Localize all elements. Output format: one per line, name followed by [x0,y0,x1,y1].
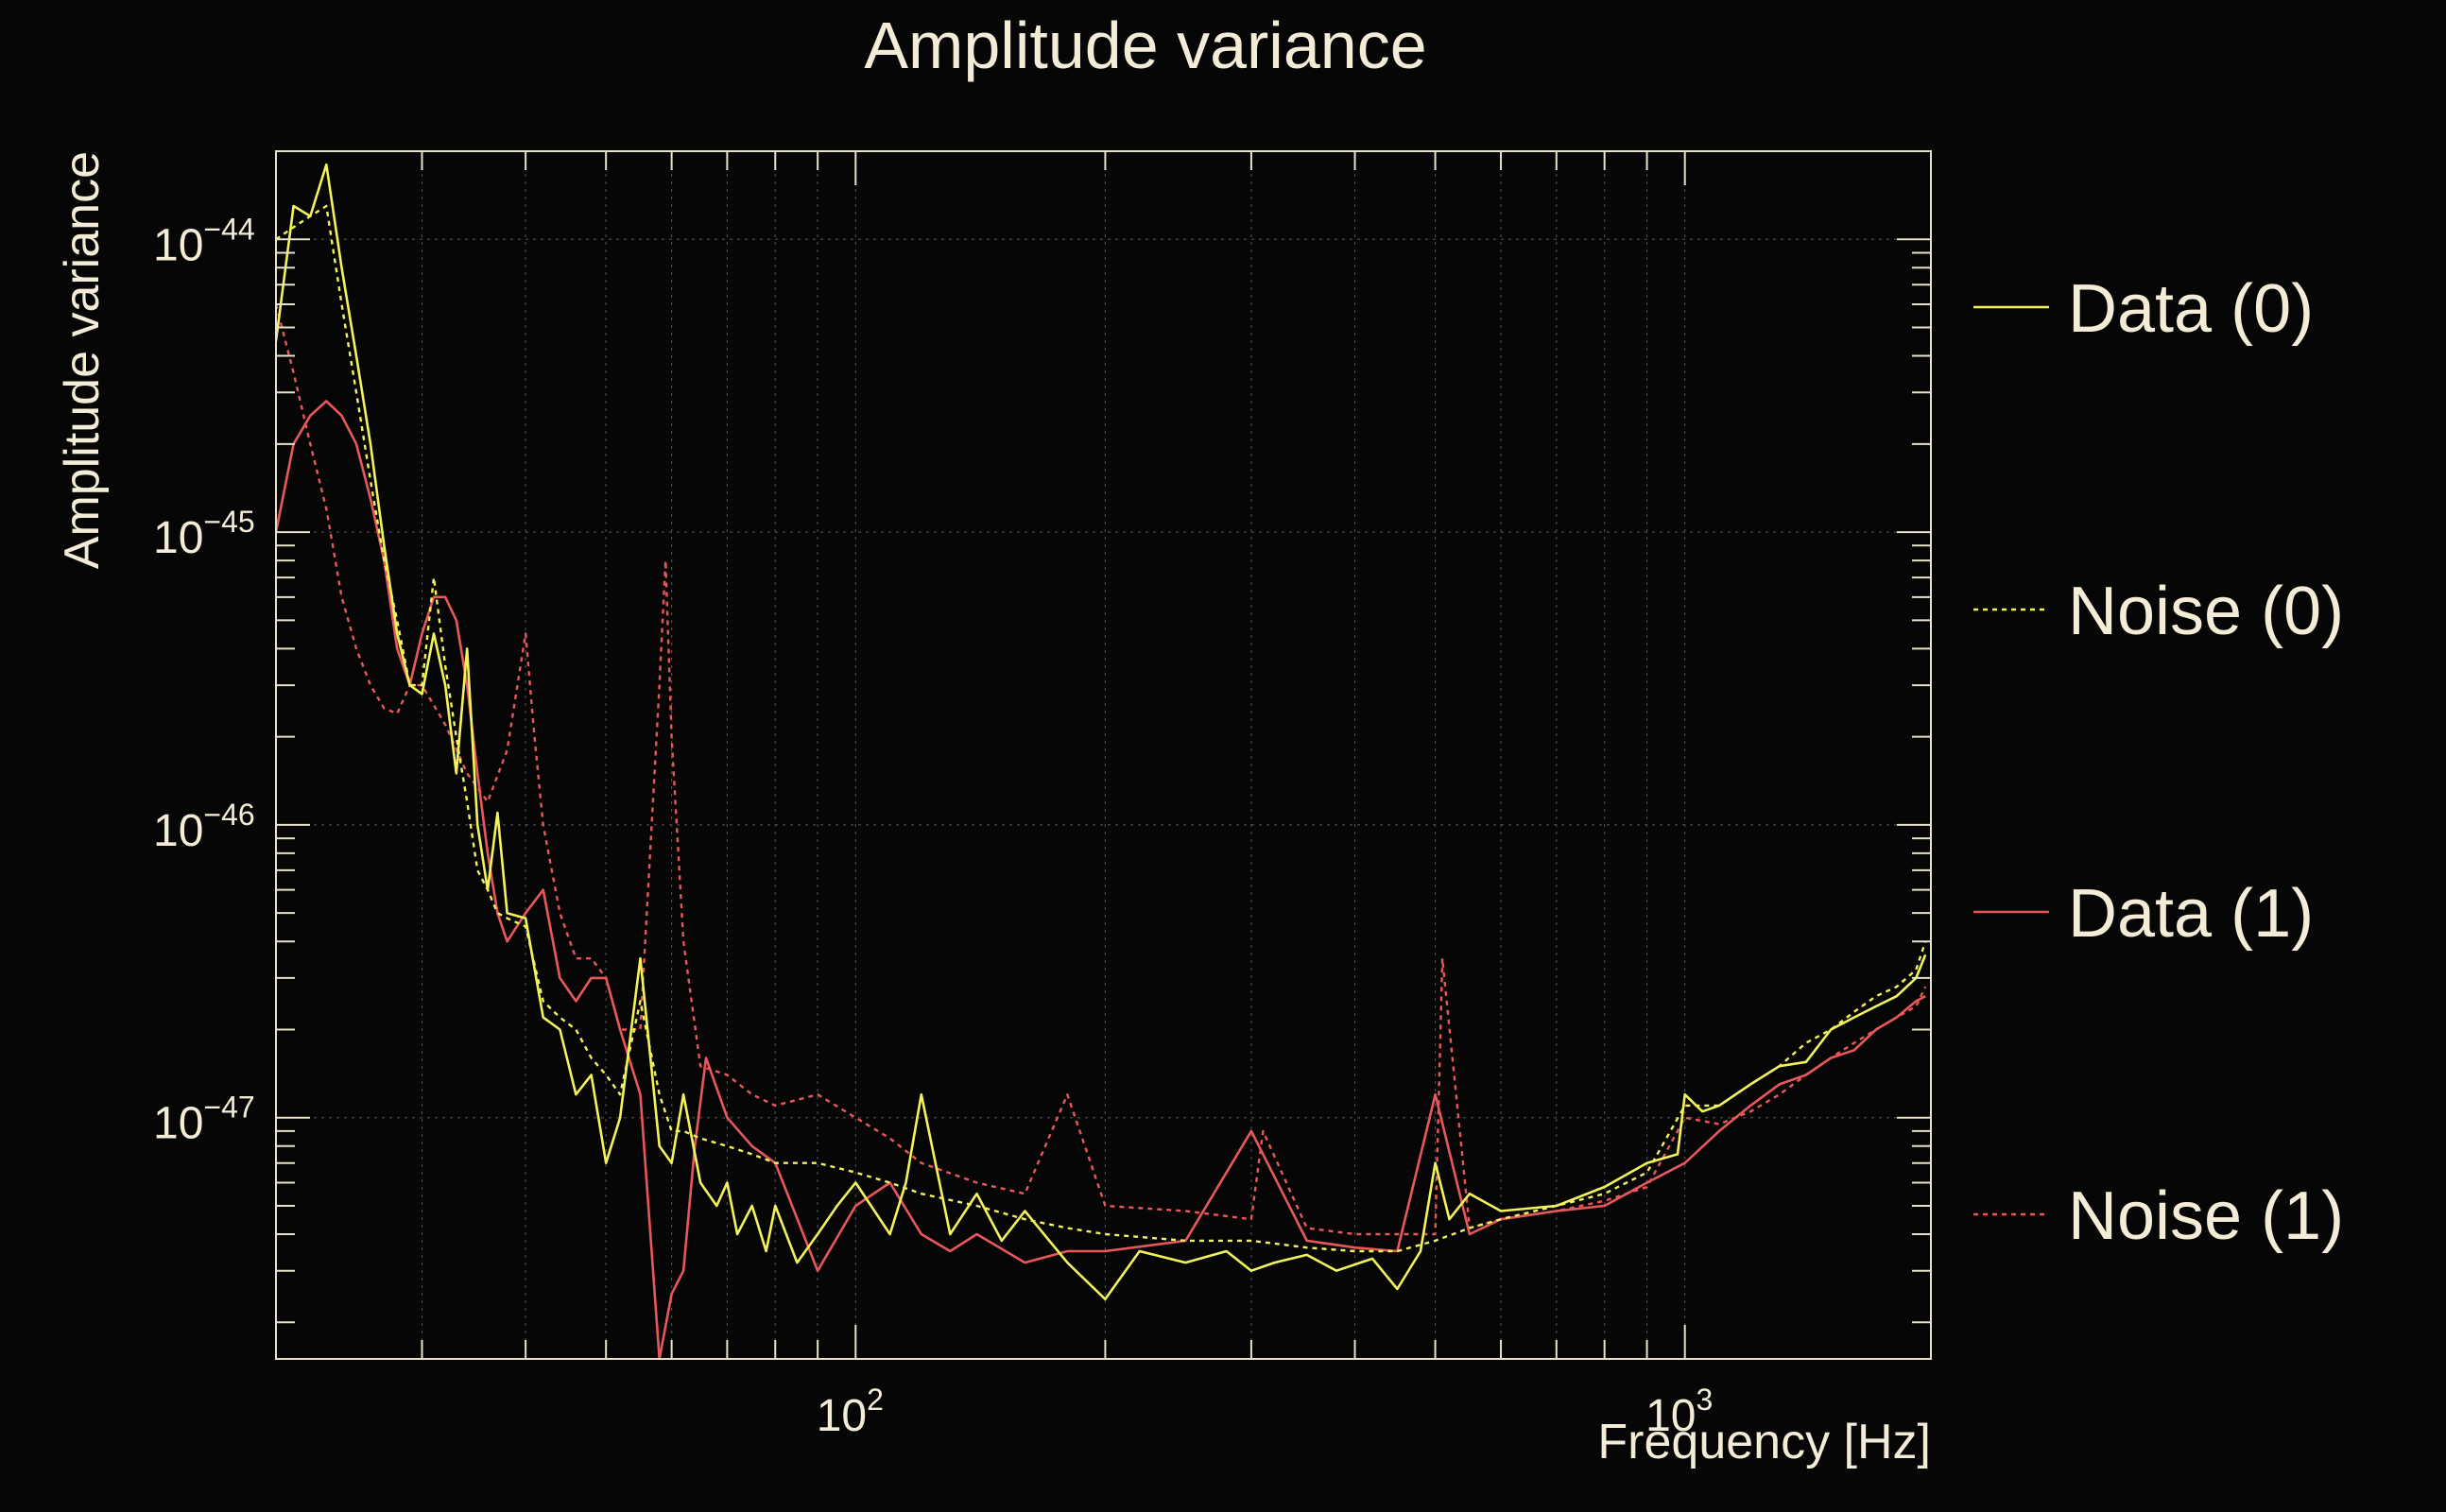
y-tick-label: 10−46 [153,798,255,856]
legend: Data (0) Noise (0) Data (1) Noise (1) [1973,271,2344,1254]
series-line-data-0 [276,163,1927,1301]
axis-ticks [275,150,1931,1359]
tick-labels: 102 103 10−44 10−45 10−46 10−47 [153,212,1713,1441]
plot-series [276,163,1927,1359]
x-tick-label: 103 [1645,1383,1713,1441]
legend-label-data-0: Data (0) [2068,271,2314,347]
y-tick-label: 10−47 [153,1091,255,1149]
y-tick-label: 10−44 [153,212,255,270]
legend-label-noise-1: Noise (1) [2068,1178,2344,1254]
chart-title: Amplitude variance [864,9,1426,82]
series-line-noise-0 [276,204,1927,1253]
legend-label-noise-0: Noise (0) [2068,574,2344,649]
series-line-data-1 [276,400,1926,1359]
y-tick-label: 10−45 [153,505,255,563]
plot-frame [275,150,1932,1360]
legend-label-data-1: Data (1) [2068,876,2314,952]
y-axis-label: Amplitude variance [55,151,110,569]
x-axis-label: Frequency [Hz] [1597,1415,1931,1469]
x-tick-label: 102 [817,1383,884,1441]
